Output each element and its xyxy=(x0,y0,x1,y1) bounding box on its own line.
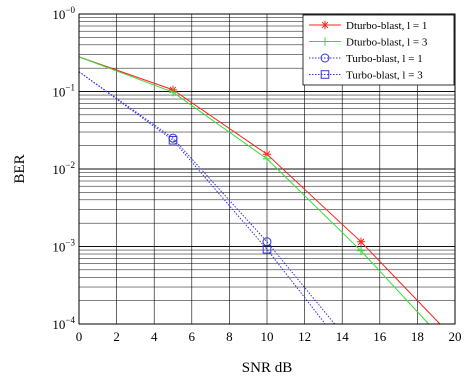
legend-label: Turbo-blast, l = 1 xyxy=(346,53,423,65)
star-marker xyxy=(320,20,330,30)
x-tick-label: 4 xyxy=(151,329,158,344)
legend-entry: Turbo-blast, l = 1 xyxy=(309,53,423,65)
legend-entry: Dturbo-blast, l = 1 xyxy=(309,20,427,32)
series-2 xyxy=(78,56,430,325)
x-tick-label: 14 xyxy=(336,329,350,344)
series-line xyxy=(78,56,441,325)
x-tick-label: 6 xyxy=(189,329,196,344)
plot-frame xyxy=(78,13,456,325)
ticks: 0 2 4 6 8 10 12 14 16 18 20 10−0 10−1 10−2 10−3 10−4 xyxy=(52,5,461,344)
plus-marker xyxy=(356,246,366,256)
legend: Dturbo-blast, l = 1 Dturbo-blast, l = 3 Tu… xyxy=(302,14,455,86)
series-layer xyxy=(78,56,441,325)
x-tick-label: 2 xyxy=(113,329,120,344)
legend-entry: Turbo-blast, l = 3 xyxy=(309,70,423,82)
plus-marker xyxy=(168,87,178,97)
legend-box xyxy=(302,14,455,86)
x-tick-label: 20 xyxy=(449,329,462,344)
star-marker xyxy=(356,237,366,246)
y-tick-label: 10−1 xyxy=(52,83,75,100)
square-marker xyxy=(262,245,272,254)
y-axis-label: BER xyxy=(12,154,28,183)
x-tick-label: 16 xyxy=(373,329,387,344)
legend-label: Dturbo-blast, l = 3 xyxy=(346,37,428,49)
x-tick-label: 12 xyxy=(298,329,311,344)
x-axis-label: SNR dB xyxy=(242,360,292,376)
series-line xyxy=(78,56,430,325)
square-marker xyxy=(168,135,178,145)
x-tick-label: 0 xyxy=(76,329,83,344)
series-line xyxy=(78,71,326,325)
plus-marker xyxy=(320,37,330,46)
series-1 xyxy=(78,56,441,325)
y-tick-label: 10−3 xyxy=(52,238,75,255)
y-tick-label: 10−4 xyxy=(52,315,75,332)
legend-label: Turbo-blast, l = 3 xyxy=(346,70,423,82)
series-4 xyxy=(78,71,326,325)
circle-marker xyxy=(320,53,330,63)
star-marker xyxy=(262,150,272,159)
plus-marker xyxy=(262,154,272,164)
legend-entry: Dturbo-blast, l = 3 xyxy=(309,37,428,49)
y-tick-label: 10−2 xyxy=(52,160,75,177)
series-line xyxy=(78,71,336,325)
x-tick-label: 8 xyxy=(226,329,233,344)
legend-label: Dturbo-blast, l = 1 xyxy=(346,20,427,32)
x-tick-label: 18 xyxy=(411,329,424,344)
square-marker xyxy=(320,70,330,79)
y-tick-label: 10−0 xyxy=(52,5,75,22)
x-tick-label: 10 xyxy=(261,329,274,344)
